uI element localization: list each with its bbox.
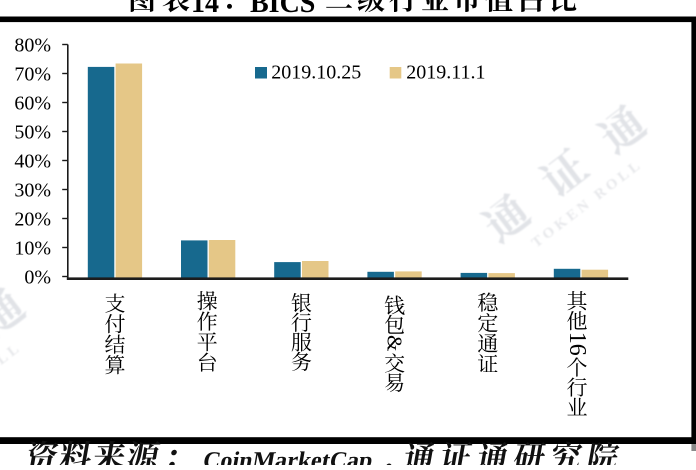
- svg-text:10%: 10%: [14, 237, 51, 259]
- svg-text:14: 14: [191, 0, 219, 19]
- svg-text:CoinMarketCap: CoinMarketCap: [201, 447, 375, 465]
- svg-text:50%: 50%: [14, 121, 51, 143]
- svg-text:20%: 20%: [14, 208, 51, 230]
- svg-text:&: &: [383, 335, 407, 351]
- svg-text:BICS: BICS: [250, 0, 315, 19]
- svg-text:40%: 40%: [14, 150, 51, 172]
- svg-text:2019.10.25: 2019.10.25: [271, 62, 361, 84]
- svg-text:80%: 80%: [14, 34, 51, 56]
- svg-text:2019.11.1: 2019.11.1: [406, 62, 485, 84]
- svg-text:0%: 0%: [24, 266, 51, 288]
- svg-text:60%: 60%: [14, 92, 51, 114]
- svg-text:16: 16: [564, 332, 590, 356]
- svg-text:30%: 30%: [14, 179, 51, 201]
- svg-text:70%: 70%: [14, 63, 51, 85]
